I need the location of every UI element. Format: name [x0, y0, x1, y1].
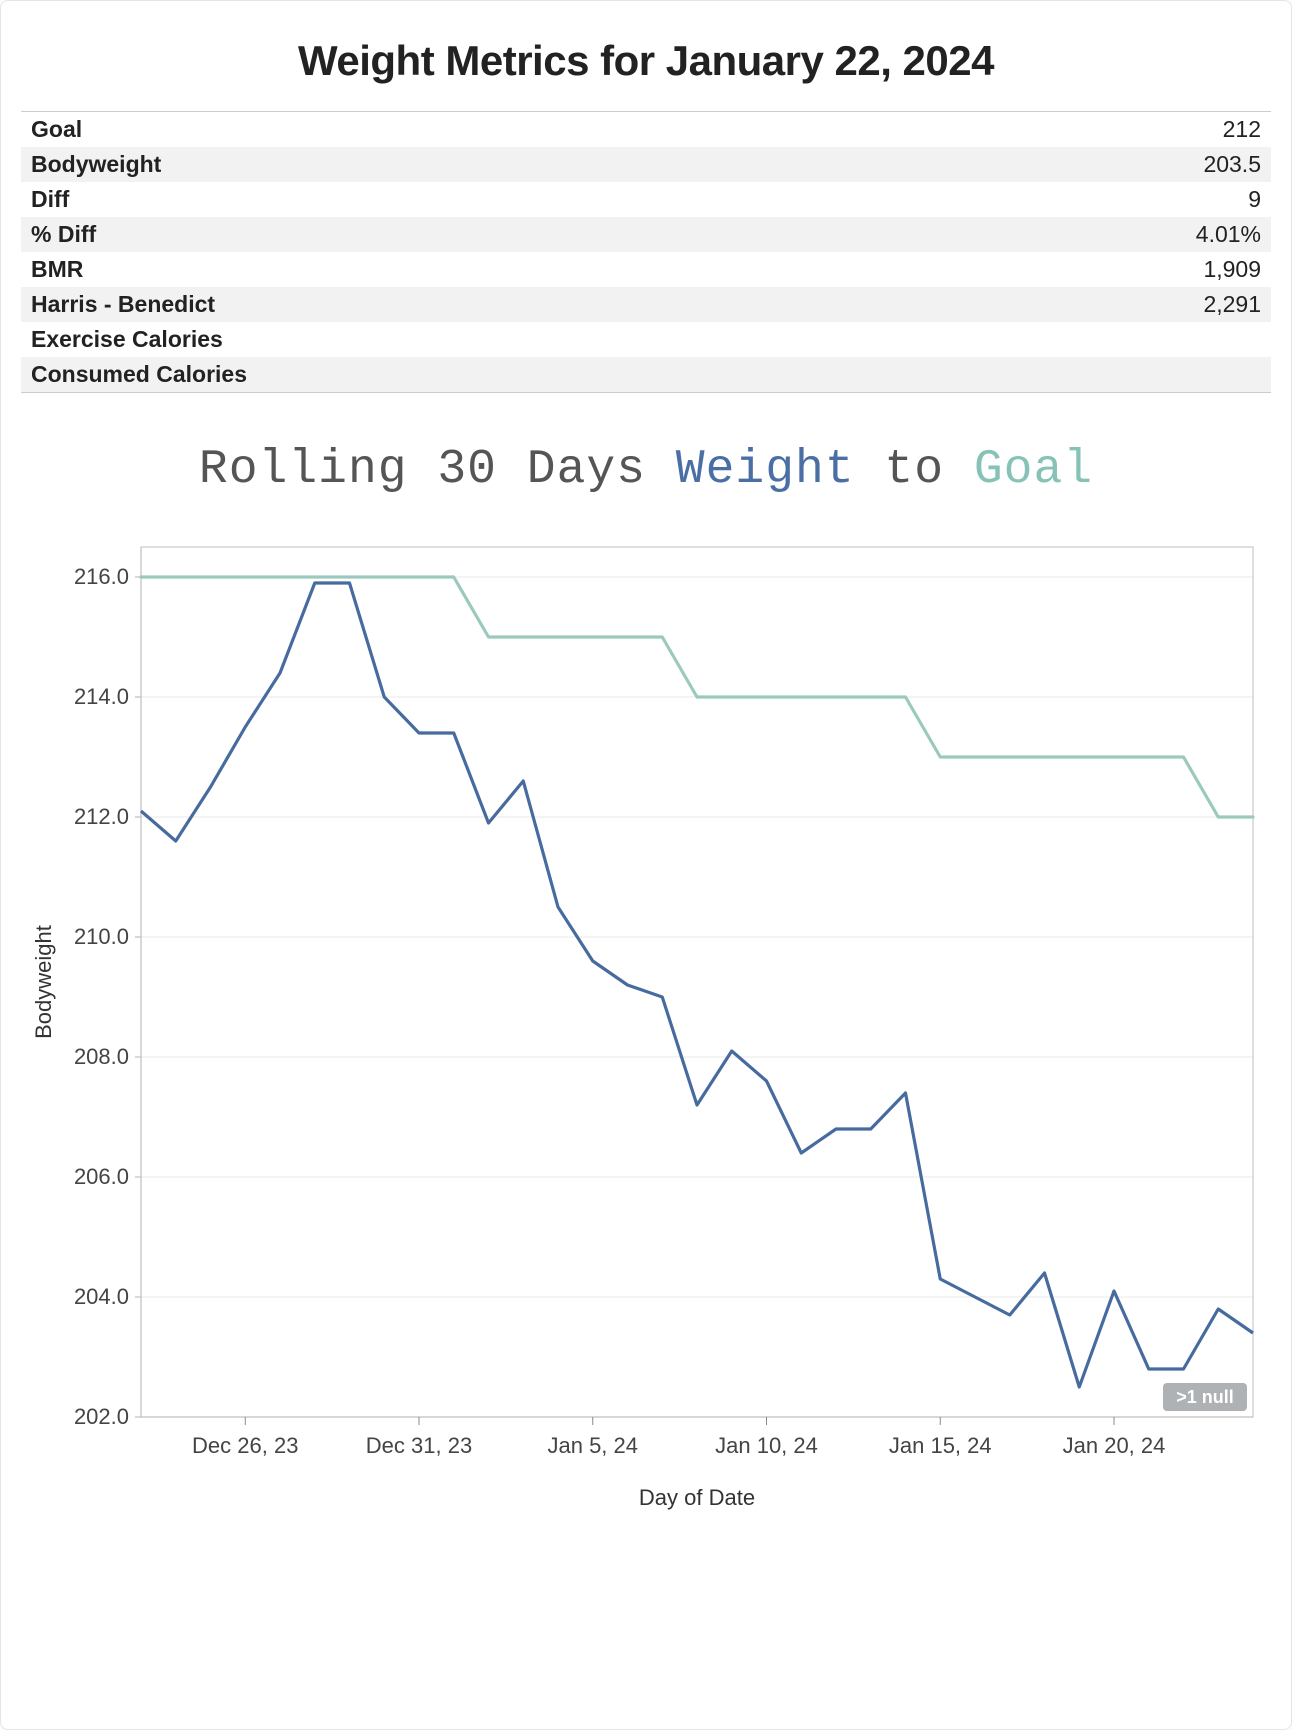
metrics-label: % Diff: [31, 221, 96, 248]
svg-text:Jan 5, 24: Jan 5, 24: [547, 1433, 638, 1458]
svg-text:202.0: 202.0: [74, 1404, 129, 1429]
metrics-value: 1,909: [1203, 256, 1261, 283]
chart-title-goal-word: Goal: [974, 443, 1093, 497]
metrics-row: Consumed Calories: [21, 357, 1271, 392]
metrics-row: Bodyweight 203.5: [21, 147, 1271, 182]
svg-text:216.0: 216.0: [74, 564, 129, 589]
svg-text:204.0: 204.0: [74, 1284, 129, 1309]
metrics-row: Goal 212: [21, 112, 1271, 147]
metrics-row: % Diff 4.01%: [21, 217, 1271, 252]
chart-title-mid: to: [855, 443, 974, 497]
chart-title: Rolling 30 Days Weight to Goal: [1, 443, 1291, 497]
null-badge-text: >1 null: [1176, 1387, 1234, 1407]
page-root: Weight Metrics for January 22, 2024 Goal…: [0, 0, 1292, 1730]
svg-text:Jan 15, 24: Jan 15, 24: [889, 1433, 992, 1458]
page-title: Weight Metrics for January 22, 2024: [21, 37, 1271, 85]
svg-text:Jan 10, 24: Jan 10, 24: [715, 1433, 818, 1458]
metrics-table: Goal 212 Bodyweight 203.5 Diff 9 % Diff 4.01% BM…: [21, 111, 1271, 393]
chart-title-weight-word: Weight: [676, 443, 855, 497]
metrics-value: 212: [1223, 116, 1261, 143]
metrics-label: BMR: [31, 256, 83, 283]
metrics-label: Goal: [31, 116, 82, 143]
metrics-value: 203.5: [1203, 151, 1261, 178]
svg-text:Jan 20, 24: Jan 20, 24: [1063, 1433, 1166, 1458]
metrics-row: Diff 9: [21, 182, 1271, 217]
svg-text:210.0: 210.0: [74, 924, 129, 949]
svg-text:206.0: 206.0: [74, 1164, 129, 1189]
weight-chart: 202.0 204.0 206.0 208.0 210.0 212.0 214.0 216.0…: [21, 527, 1273, 1527]
metrics-row: Harris - Benedict 2,291: [21, 287, 1271, 322]
svg-text:214.0: 214.0: [74, 684, 129, 709]
svg-text:Dec 26, 23: Dec 26, 23: [192, 1433, 298, 1458]
metrics-value: 9: [1248, 186, 1261, 213]
chart-container: 202.0 204.0 206.0 208.0 210.0 212.0 214.0 216.0…: [21, 527, 1271, 1527]
svg-text:Day of Date: Day of Date: [639, 1485, 755, 1510]
svg-text:212.0: 212.0: [74, 804, 129, 829]
svg-text:Dec 31, 23: Dec 31, 23: [366, 1433, 472, 1458]
metrics-label: Exercise Calories: [31, 326, 223, 353]
metrics-label: Bodyweight: [31, 151, 161, 178]
metrics-row: Exercise Calories: [21, 322, 1271, 357]
weight-series: [141, 583, 1253, 1387]
metrics-label: Consumed Calories: [31, 361, 247, 388]
metrics-panel: Weight Metrics for January 22, 2024 Goal…: [21, 37, 1271, 393]
metrics-value: 4.01%: [1196, 221, 1261, 248]
metrics-value: 2,291: [1203, 291, 1261, 318]
chart-title-prefix: Rolling 30 Days: [199, 443, 676, 497]
metrics-label: Harris - Benedict: [31, 291, 215, 318]
svg-text:Bodyweight: Bodyweight: [31, 925, 56, 1039]
svg-text:208.0: 208.0: [74, 1044, 129, 1069]
metrics-label: Diff: [31, 186, 69, 213]
metrics-row: BMR 1,909: [21, 252, 1271, 287]
